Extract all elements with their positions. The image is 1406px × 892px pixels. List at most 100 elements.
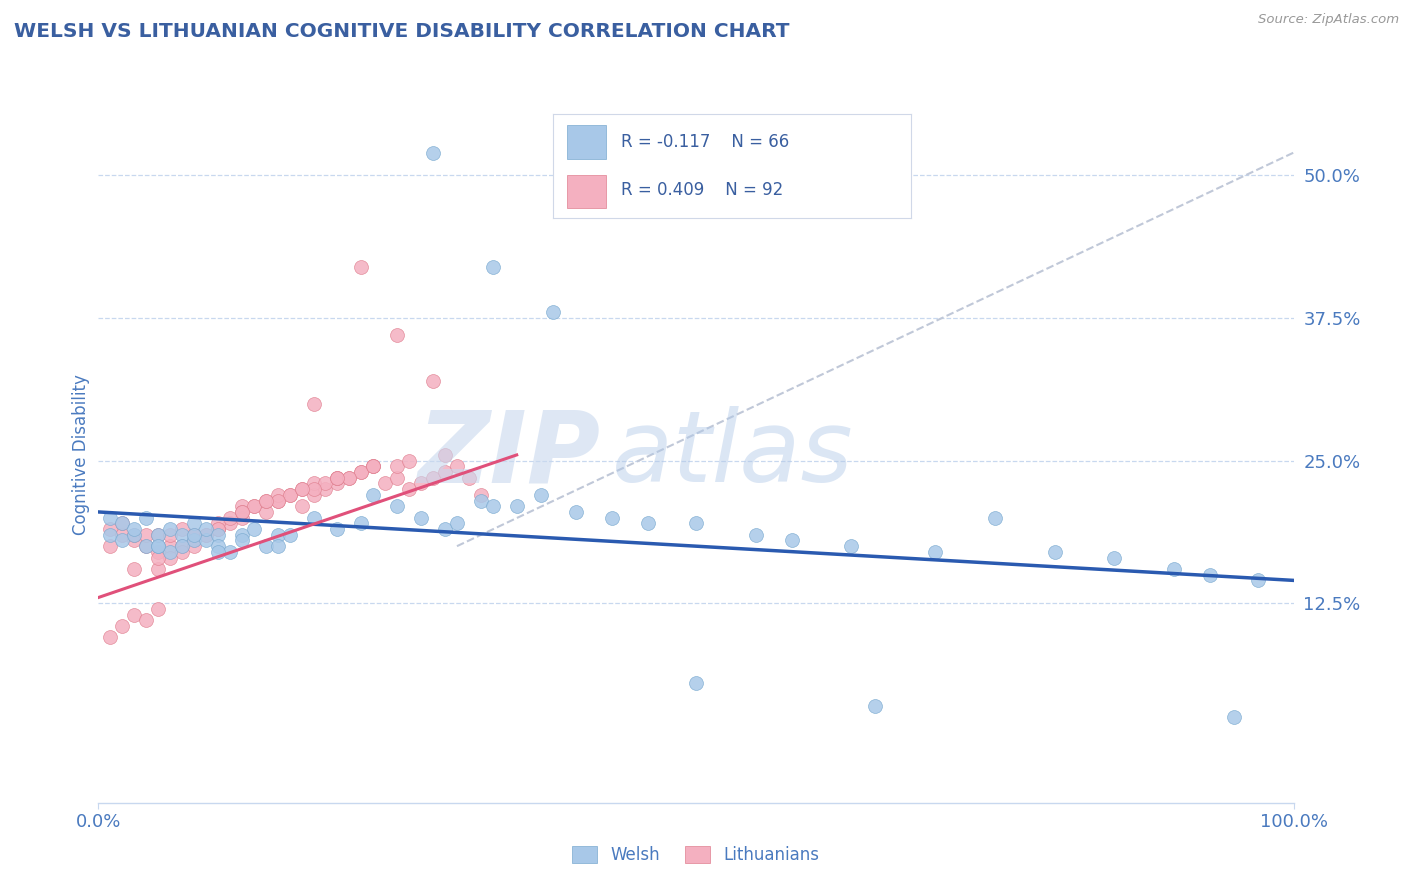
Point bbox=[159, 550, 181, 565]
Point bbox=[98, 539, 122, 553]
Point bbox=[124, 607, 146, 622]
Point bbox=[685, 676, 707, 690]
Point bbox=[302, 488, 325, 502]
Point bbox=[481, 260, 505, 274]
Point bbox=[302, 396, 325, 410]
Point bbox=[422, 471, 444, 485]
Point bbox=[111, 619, 134, 633]
Point bbox=[172, 528, 194, 542]
Point bbox=[159, 528, 181, 542]
Point bbox=[172, 522, 194, 536]
Text: ZIP: ZIP bbox=[418, 407, 600, 503]
Point bbox=[98, 522, 122, 536]
Point bbox=[172, 539, 194, 553]
Point bbox=[446, 459, 468, 474]
Point bbox=[315, 482, 337, 496]
Point bbox=[254, 505, 277, 519]
Point bbox=[780, 533, 803, 548]
Point bbox=[207, 528, 229, 542]
Point bbox=[183, 528, 205, 542]
Point bbox=[350, 516, 373, 531]
Point bbox=[302, 476, 325, 491]
Point bbox=[385, 500, 409, 514]
Point bbox=[243, 500, 266, 514]
Point bbox=[291, 482, 314, 496]
Point bbox=[315, 476, 337, 491]
Point bbox=[124, 528, 146, 542]
Point bbox=[470, 493, 492, 508]
Point bbox=[148, 539, 170, 553]
Point bbox=[219, 545, 242, 559]
Point bbox=[207, 545, 229, 559]
Point bbox=[924, 545, 946, 559]
Point bbox=[148, 528, 170, 542]
Point bbox=[267, 493, 290, 508]
Point bbox=[339, 471, 360, 485]
Point bbox=[111, 528, 134, 542]
Point bbox=[194, 528, 218, 542]
Point bbox=[148, 562, 170, 576]
Point bbox=[194, 528, 218, 542]
Point bbox=[111, 516, 134, 531]
Point bbox=[291, 500, 314, 514]
Point bbox=[183, 533, 205, 548]
Point bbox=[207, 522, 229, 536]
Point bbox=[135, 613, 157, 627]
Point bbox=[433, 465, 456, 479]
Point bbox=[267, 539, 290, 553]
Point bbox=[363, 459, 385, 474]
Point bbox=[159, 522, 181, 536]
Point bbox=[231, 533, 253, 548]
Point bbox=[231, 510, 253, 524]
Point bbox=[411, 476, 433, 491]
Y-axis label: Cognitive Disability: Cognitive Disability bbox=[72, 375, 90, 535]
Point bbox=[1246, 574, 1268, 588]
Point bbox=[267, 493, 290, 508]
Point bbox=[135, 510, 157, 524]
Point bbox=[254, 539, 277, 553]
Point bbox=[398, 482, 420, 496]
Point bbox=[529, 488, 551, 502]
Point bbox=[984, 510, 1007, 524]
Text: atlas: atlas bbox=[613, 407, 853, 503]
Point bbox=[302, 510, 325, 524]
Point bbox=[302, 482, 325, 496]
Point bbox=[446, 516, 468, 531]
Text: WELSH VS LITHUANIAN COGNITIVE DISABILITY CORRELATION CHART: WELSH VS LITHUANIAN COGNITIVE DISABILITY… bbox=[14, 22, 790, 41]
Point bbox=[183, 533, 205, 548]
Point bbox=[1222, 710, 1246, 724]
Point bbox=[602, 510, 624, 524]
Point bbox=[1043, 545, 1066, 559]
Text: Source: ZipAtlas.com: Source: ZipAtlas.com bbox=[1258, 13, 1399, 27]
Point bbox=[231, 500, 253, 514]
Point bbox=[278, 488, 301, 502]
Point bbox=[411, 510, 433, 524]
Point bbox=[481, 500, 505, 514]
Point bbox=[385, 471, 409, 485]
Point bbox=[433, 448, 456, 462]
Point bbox=[111, 516, 134, 531]
Legend: Welsh, Lithuanians: Welsh, Lithuanians bbox=[565, 839, 827, 871]
Point bbox=[278, 528, 301, 542]
Point bbox=[135, 539, 157, 553]
Point bbox=[506, 500, 529, 514]
Point bbox=[326, 471, 349, 485]
Point bbox=[207, 539, 229, 553]
Point bbox=[637, 516, 659, 531]
Point bbox=[363, 488, 385, 502]
Point bbox=[183, 528, 205, 542]
Point bbox=[183, 539, 205, 553]
Point bbox=[148, 528, 170, 542]
Point bbox=[841, 539, 863, 553]
Point bbox=[219, 516, 242, 531]
Point bbox=[398, 453, 420, 467]
Point bbox=[863, 698, 887, 713]
Point bbox=[207, 516, 229, 531]
Point bbox=[243, 522, 266, 536]
Point bbox=[350, 465, 373, 479]
Point bbox=[207, 522, 229, 536]
Point bbox=[339, 471, 360, 485]
Point bbox=[159, 545, 181, 559]
Point bbox=[422, 145, 444, 160]
Point bbox=[291, 482, 314, 496]
